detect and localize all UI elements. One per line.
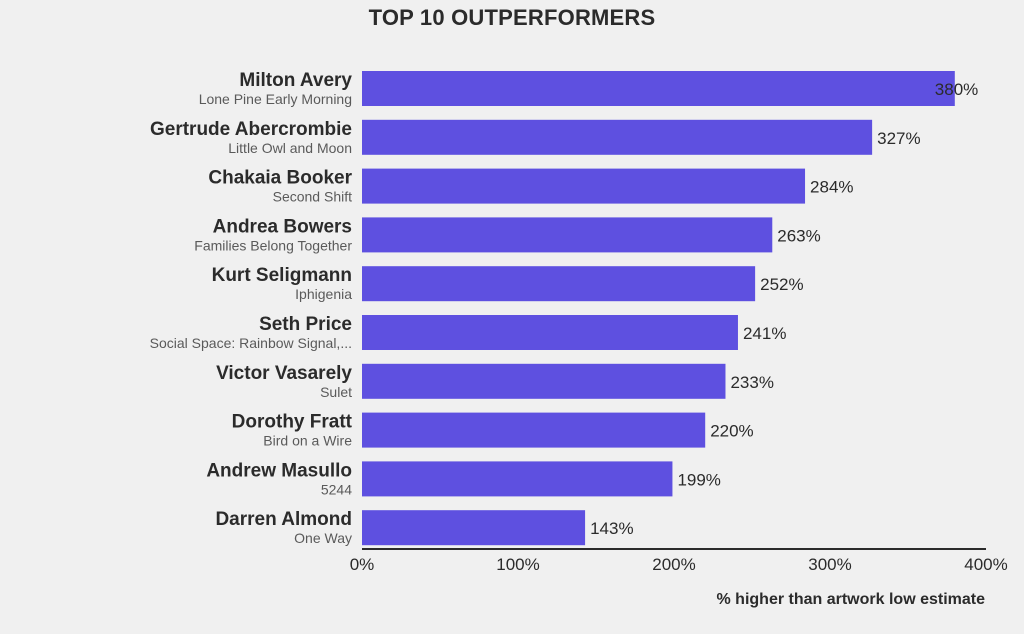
value-label: 327% <box>877 129 920 148</box>
artwork-label: Iphigenia <box>295 286 352 302</box>
artwork-label: Lone Pine Early Morning <box>199 91 352 107</box>
value-label: 263% <box>777 226 820 245</box>
value-label: 284% <box>810 178 853 197</box>
x-tick-label: 0% <box>350 555 375 574</box>
bar <box>362 363 726 399</box>
value-label: 380% <box>935 80 978 99</box>
bar <box>362 266 756 302</box>
value-label: 241% <box>743 324 786 343</box>
chart-title: TOP 10 OUTPERFORMERS <box>368 5 656 30</box>
value-label: 199% <box>677 470 720 489</box>
x-tick-label: 400% <box>964 555 1007 574</box>
artwork-label: 5244 <box>321 481 352 497</box>
artwork-label: Social Space: Rainbow Signal,... <box>150 335 352 351</box>
x-tick-label: 200% <box>652 555 695 574</box>
artist-label: Dorothy Fratt <box>232 412 353 433</box>
artist-label: Andrew Masullo <box>206 460 352 481</box>
value-label: 143% <box>590 519 633 538</box>
artist-label: Milton Avery <box>239 70 352 91</box>
bar <box>362 71 955 106</box>
artwork-label: Families Belong Together <box>194 237 352 253</box>
artwork-label: Little Owl and Moon <box>228 140 352 156</box>
bars-layer <box>362 71 955 546</box>
artist-label: Andrea Bowers <box>213 216 352 237</box>
value-labels: 380% 327% 284% 263% 252% 241% 233% 220% 199% 143% <box>590 80 978 538</box>
x-tick-label: 100% <box>496 555 539 574</box>
bar <box>362 461 673 497</box>
artwork-label: One Way <box>294 530 352 546</box>
artist-label: Chakaia Booker <box>208 168 352 189</box>
artwork-label: Bird on a Wire <box>263 433 352 449</box>
artwork-label: Sulet <box>320 384 352 400</box>
artist-label: Seth Price <box>259 314 352 335</box>
value-label: 233% <box>730 373 773 392</box>
artwork-label: Second Shift <box>273 189 352 205</box>
bar <box>362 217 773 253</box>
bar <box>362 119 873 155</box>
bar <box>362 168 806 204</box>
x-axis-title: % higher than artwork low estimate <box>716 591 986 608</box>
artist-label: Darren Almond <box>215 509 352 530</box>
artist-label: Kurt Seligmann <box>212 265 352 286</box>
value-label: 220% <box>710 422 753 441</box>
x-axis-ticks: 0% 100% 200% 300% 400% <box>350 555 1008 574</box>
artist-label: Gertrude Abercrombie <box>150 119 352 140</box>
bar <box>362 510 586 546</box>
x-tick-label: 300% <box>808 555 851 574</box>
bar <box>362 315 738 350</box>
bar <box>362 412 706 448</box>
value-label: 252% <box>760 275 803 294</box>
artist-label: Victor Vasarely <box>216 363 352 384</box>
